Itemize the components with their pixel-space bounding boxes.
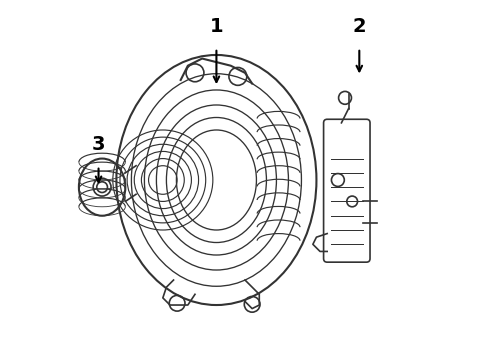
- Text: 1: 1: [210, 17, 223, 36]
- Text: 2: 2: [352, 17, 366, 36]
- Text: 3: 3: [92, 135, 105, 154]
- FancyBboxPatch shape: [323, 119, 370, 262]
